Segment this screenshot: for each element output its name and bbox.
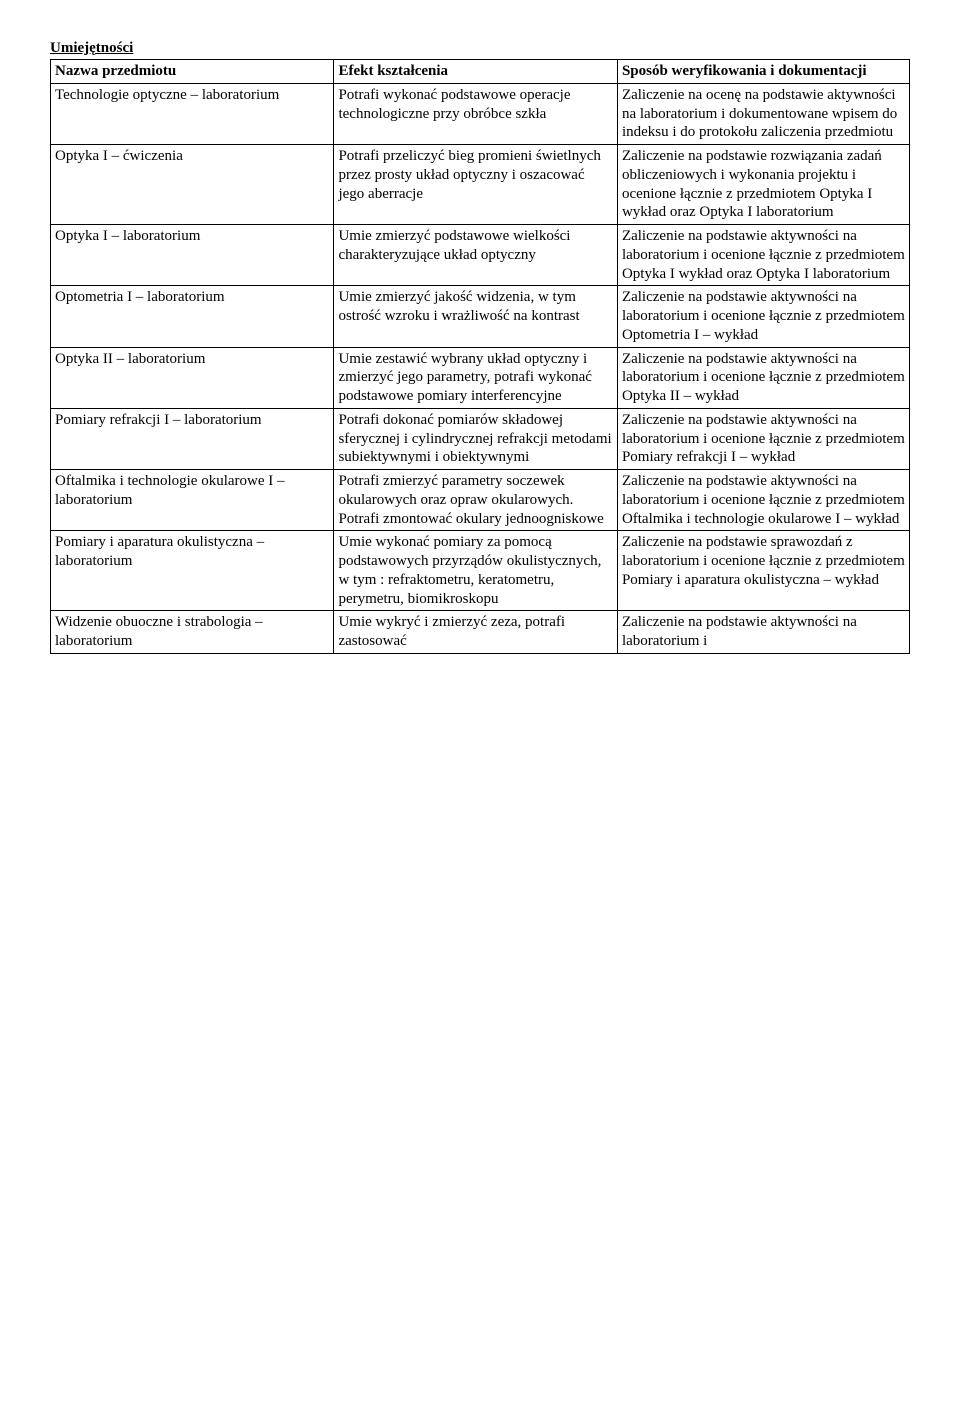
cell-verification: Zaliczenie na podstawie aktywności na la… (617, 347, 909, 408)
cell-effect: Potrafi dokonać pomiarów składowej sfery… (334, 408, 617, 469)
cell-subject: Optometria I – laboratorium (51, 286, 334, 347)
cell-verification: Zaliczenie na ocenę na podstawie aktywno… (617, 83, 909, 144)
table-row: Technologie optyczne – laboratorium Potr… (51, 83, 910, 144)
cell-subject: Widzenie obuoczne i strabologia – labora… (51, 611, 334, 654)
col-header-subject: Nazwa przedmiotu (51, 60, 334, 84)
cell-effect: Potrafi przeliczyć bieg promieni świetln… (334, 145, 617, 225)
table-row: Optometria I – laboratorium Umie zmierzy… (51, 286, 910, 347)
table-row: Optyka I – laboratorium Umie zmierzyć po… (51, 225, 910, 286)
cell-subject: Optyka II – laboratorium (51, 347, 334, 408)
cell-verification: Zaliczenie na podstawie aktywności na la… (617, 611, 909, 654)
cell-subject: Technologie optyczne – laboratorium (51, 83, 334, 144)
cell-effect: Potrafi wykonać podstawowe operacje tech… (334, 83, 617, 144)
cell-subject: Oftalmika i technologie okularowe I – la… (51, 470, 334, 531)
cell-verification: Zaliczenie na podstawie rozwiązania zada… (617, 145, 909, 225)
table-row: Widzenie obuoczne i strabologia – labora… (51, 611, 910, 654)
cell-verification: Zaliczenie na podstawie sprawozdań z lab… (617, 531, 909, 611)
table-row: Pomiary i aparatura okulistyczna – labor… (51, 531, 910, 611)
cell-verification: Zaliczenie na podstawie aktywności na la… (617, 286, 909, 347)
col-header-verification: Sposób weryfikowania i dokumentacji (617, 60, 909, 84)
cell-effect: Umie wykonać pomiary za pomocą podstawow… (334, 531, 617, 611)
cell-verification: Zaliczenie na podstawie aktywności na la… (617, 225, 909, 286)
cell-verification: Zaliczenie na podstawie aktywności na la… (617, 470, 909, 531)
cell-effect: Umie zmierzyć jakość widzenia, w tym ost… (334, 286, 617, 347)
table-header-row: Nazwa przedmiotu Efekt kształcenia Sposó… (51, 60, 910, 84)
table-row: Optyka I – ćwiczenia Potrafi przeliczyć … (51, 145, 910, 225)
cell-subject: Optyka I – laboratorium (51, 225, 334, 286)
section-title: Umiejętności (50, 40, 910, 57)
col-header-effect: Efekt kształcenia (334, 60, 617, 84)
table-row: Oftalmika i technologie okularowe I – la… (51, 470, 910, 531)
table-row: Pomiary refrakcji I – laboratorium Potra… (51, 408, 910, 469)
cell-effect: Potrafi zmierzyć parametry soczewek okul… (334, 470, 617, 531)
cell-verification: Zaliczenie na podstawie aktywności na la… (617, 408, 909, 469)
table-row: Optyka II – laboratorium Umie zestawić w… (51, 347, 910, 408)
cell-subject: Pomiary i aparatura okulistyczna – labor… (51, 531, 334, 611)
cell-effect: Umie zestawić wybrany układ optyczny i z… (334, 347, 617, 408)
cell-subject: Optyka I – ćwiczenia (51, 145, 334, 225)
curriculum-table: Nazwa przedmiotu Efekt kształcenia Sposó… (50, 59, 910, 654)
cell-effect: Umie zmierzyć podstawowe wielkości chara… (334, 225, 617, 286)
cell-effect: Umie wykryć i zmierzyć zeza, potrafi zas… (334, 611, 617, 654)
cell-subject: Pomiary refrakcji I – laboratorium (51, 408, 334, 469)
